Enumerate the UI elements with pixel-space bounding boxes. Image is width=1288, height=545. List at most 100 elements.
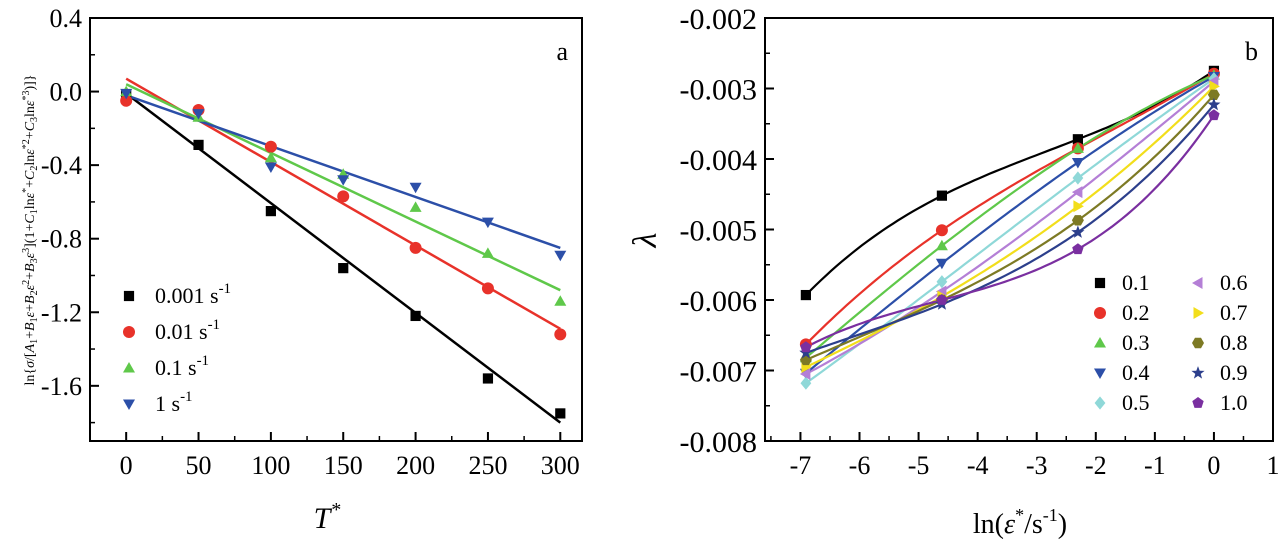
panel-b-point xyxy=(800,376,812,390)
panel-a-point xyxy=(409,201,422,212)
panel-b-ytick-label: -0.006 xyxy=(680,285,758,318)
panel-b-ytick-label: -0.007 xyxy=(680,356,758,389)
panel-a-xtick-label: 50 xyxy=(186,451,212,480)
panel-a-legend-marker xyxy=(123,399,135,410)
panel-a-legend-label: 1 s-1 xyxy=(155,389,193,416)
panel-a-xtick-label: 0 xyxy=(120,451,133,480)
panel-a-ytick-label: -1.6 xyxy=(41,372,82,401)
panel-b-xtick-label: -5 xyxy=(908,451,930,480)
panel-b-legend-marker xyxy=(1094,368,1106,379)
panel-a-legend-marker xyxy=(123,326,135,338)
panel-a-xtick-label: 150 xyxy=(324,451,363,480)
panel-a-frame xyxy=(89,17,583,442)
panel-a-xtick-label: 200 xyxy=(396,451,435,480)
panel-a-point xyxy=(554,328,567,341)
panel-a: 0 50 100 150 200 250 300 0.4 0.0 -0.4 -0.8 -1.2 -1.6… xyxy=(21,4,583,535)
panel-b-legend-label: 0.6 xyxy=(1220,270,1248,295)
panel-a-point xyxy=(554,295,567,306)
panel-b-ytick-label: -0.003 xyxy=(680,74,758,107)
panel-b-legend-marker xyxy=(1193,307,1204,319)
panel-b-xtick-label: -3 xyxy=(1026,451,1048,480)
panel-a-point xyxy=(337,190,350,203)
panel-b-ticks: -7 -6 -5 -4 -3 -2 -1 0 1 -0.002 -0.003 -0.004 -0.005… xyxy=(680,3,1280,480)
panel-b-fit-curve xyxy=(805,85,1215,368)
panel-a-points xyxy=(120,85,567,419)
panel-b-legend-marker xyxy=(1094,337,1106,348)
panel-a-point xyxy=(554,250,567,262)
panel-b-legend-label: 0.8 xyxy=(1220,330,1248,355)
panel-b-point xyxy=(1207,97,1221,111)
panel-b-points xyxy=(799,65,1221,390)
panel-a-legend-marker xyxy=(123,362,135,373)
panel-a-point xyxy=(482,373,494,384)
panel-b-point xyxy=(1072,134,1083,145)
panel-b-ylabel: λ xyxy=(627,233,664,249)
panel-b-legend-marker xyxy=(1192,277,1203,289)
panel-b-point xyxy=(1071,158,1084,169)
panel-a-point xyxy=(193,139,204,150)
panel-b-point xyxy=(799,346,813,359)
panel-b-point xyxy=(1071,215,1084,226)
panel-a-point xyxy=(481,282,494,295)
panel-b-label: b xyxy=(1245,37,1258,66)
panel-a-legend-marker xyxy=(123,290,135,302)
panel-b-legend-label: 0.2 xyxy=(1122,300,1150,325)
panel-b-point xyxy=(1209,80,1220,93)
panel-b-legend-marker xyxy=(1192,397,1204,408)
panel-a-ticks: 0 50 100 150 200 250 300 0.4 0.0 -0.4 -0.8 -1.2 -1.6 xyxy=(41,4,580,480)
panel-a-point xyxy=(337,175,350,186)
svg-text:ln{σ/[A1+B1ε+B2ε2+B3ε3](1+C1ln: ln{σ/[A1+B1ε+B2ε2+B3ε3](1+C1lnε*+C2lnε*2… xyxy=(21,74,40,385)
panel-a-legend-label: 0.1 s-1 xyxy=(155,353,209,380)
panel-b-point xyxy=(935,258,948,270)
panel-b-xtick-label: -7 xyxy=(790,451,812,480)
panel-b-point xyxy=(936,275,948,289)
panel-a-point xyxy=(410,310,421,322)
panel-a-point xyxy=(481,247,494,258)
panel-a-ytick-label: 0.4 xyxy=(50,4,83,33)
panel-b-point xyxy=(1072,171,1084,185)
panel-a-point xyxy=(264,151,277,163)
panel-b-fit-curve xyxy=(805,80,1215,375)
panel-b-xtick-label: 0 xyxy=(1207,451,1220,480)
panel-a-point xyxy=(264,162,277,173)
panel-b-legend-label: 0.3 xyxy=(1122,330,1150,355)
panel-a-ytick-label: -0.8 xyxy=(41,225,82,254)
panel-b-point xyxy=(935,224,948,237)
panel-b-xtick-label: -4 xyxy=(967,451,989,480)
panel-a-ylabel: ln{σ/[A1+B1ε+B2ε2+B3ε3](1+C1lnε*+C2lnε*2… xyxy=(21,74,40,385)
panel-b-xtick-label: -1 xyxy=(1144,451,1166,480)
panel-b-fit-curve xyxy=(805,72,1215,346)
panel-b: -7 -6 -5 -4 -3 -2 -1 0 1 -0.002 -0.003 -0.004 -0.005… xyxy=(627,3,1280,540)
panel-b-point xyxy=(800,289,811,301)
panel-a-point xyxy=(338,263,349,274)
panel-a-point xyxy=(481,217,494,229)
panel-b-fit-curve xyxy=(805,74,1215,359)
panel-b-legend-marker xyxy=(1094,396,1106,410)
panel-a-point xyxy=(120,88,133,100)
panel-b-ytick-label: -0.002 xyxy=(680,3,758,36)
panel-a-point xyxy=(409,241,422,254)
panel-b-point xyxy=(936,190,948,201)
panel-a-point xyxy=(192,109,205,120)
panel-a-xtick-label: 100 xyxy=(251,451,290,480)
panel-a-point xyxy=(265,206,276,217)
panel-b-point xyxy=(1208,109,1220,121)
panel-a-xtick-label: 250 xyxy=(468,451,507,480)
panel-a-legend: 0.001 s-1 0.01 s-1 0.1 s-1 1 s-1 xyxy=(123,281,231,416)
panel-a-legend-label: 0.01 s-1 xyxy=(155,317,220,344)
panel-a-point xyxy=(120,94,133,107)
panel-b-xtick-label: -2 xyxy=(1085,451,1107,480)
panel-a-xlabel: T* xyxy=(314,499,341,535)
panel-b-legend-label: 0.4 xyxy=(1122,360,1150,385)
panel-a-point xyxy=(409,182,422,194)
panel-b-point xyxy=(1207,89,1220,100)
panel-b-point xyxy=(935,239,948,251)
panel-a-xtick-label: 300 xyxy=(541,451,580,480)
panel-b-legend-marker xyxy=(1192,337,1204,349)
panel-b-point xyxy=(1071,186,1083,199)
panel-b-legend-label: 1.0 xyxy=(1220,390,1248,415)
panel-b-point xyxy=(1071,225,1085,238)
panel-b-point xyxy=(1072,243,1084,255)
panel-b-fit-curve xyxy=(805,69,1215,296)
panel-b-fit-curves xyxy=(805,69,1215,385)
